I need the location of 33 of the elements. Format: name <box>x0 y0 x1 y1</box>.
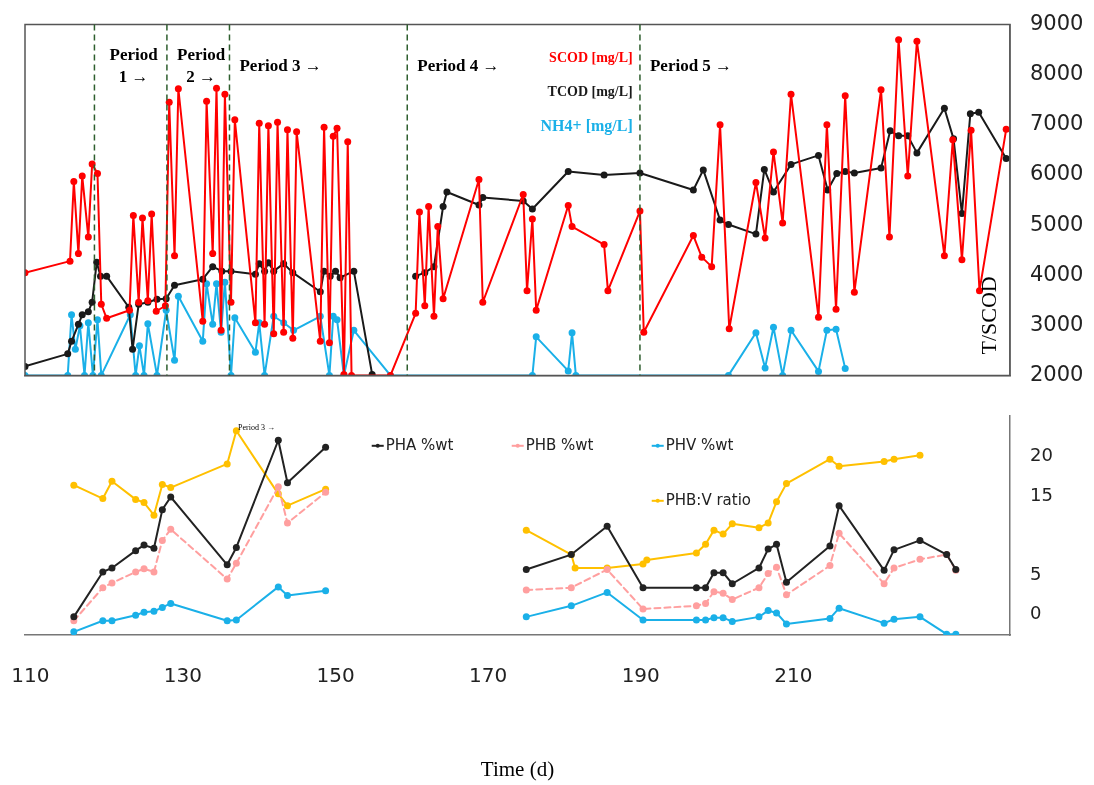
y-tick-label: 15 <box>1030 483 1053 505</box>
y-axis-title: T/SCOD <box>975 276 1001 355</box>
annotation: Period 2 → <box>177 44 226 87</box>
y-tick-label: 4000 <box>1030 261 1084 286</box>
legend-label: PHA %wt <box>385 435 454 454</box>
legend-label: PHB:V ratio <box>665 490 752 509</box>
x-axis-title: Time (d) <box>480 756 555 781</box>
y-tick-label: 20 <box>1030 444 1053 466</box>
legend-label: PHV %wt <box>665 435 734 454</box>
y-tick-label: 0 <box>1030 602 1042 624</box>
text: NH4+ [mg/L] <box>540 116 633 135</box>
annotation: Period 3 → <box>239 55 322 75</box>
y-tick-label: 5000 <box>1030 211 1084 236</box>
text: TCOD [mg/L] <box>547 84 633 100</box>
x-tick-label: 210 <box>774 663 813 688</box>
y-tick-label: 6000 <box>1030 161 1084 186</box>
x-tick-label: 190 <box>621 663 660 688</box>
annotation: Period 1 → <box>109 44 159 87</box>
x-tick-label: 150 <box>316 663 355 688</box>
x-tick-label: 170 <box>469 663 508 688</box>
y-tick-label: 3000 <box>1030 311 1084 336</box>
y-tick-label: 2000 <box>1030 361 1084 386</box>
legend-label: PHB %wt <box>525 435 594 454</box>
annotation: Period 5 → <box>649 55 733 75</box>
x-tick-label: 130 <box>163 663 203 688</box>
annotation: Period 3 → <box>238 422 275 432</box>
y-tick-label: 8000 <box>1030 61 1084 86</box>
text: SCOD [mg/L] <box>549 50 633 66</box>
y-tick-label: 7000 <box>1030 111 1084 136</box>
y-tick-label: 9000 <box>1030 11 1084 36</box>
annotation: Period 4 → <box>417 55 500 75</box>
x-tick-label: 110 <box>11 663 50 688</box>
y-tick-label: 5 <box>1030 562 1042 584</box>
